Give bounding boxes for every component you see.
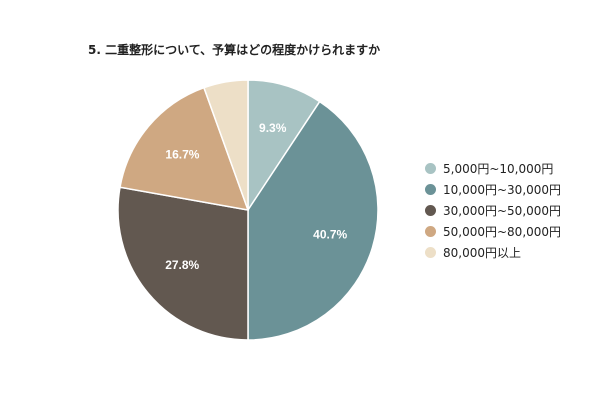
pie-data-labels: 9.3% 40.7% 27.8% 16.7% <box>165 121 347 272</box>
legend-item: 10,000円~30,000円 <box>425 179 561 200</box>
legend-swatch <box>425 163 436 174</box>
legend-item: 5,000円~10,000円 <box>425 158 561 179</box>
legend-label: 5,000円~10,000円 <box>443 162 554 176</box>
chart-legend: 5,000円~10,000円 10,000円~30,000円 30,000円~50,… <box>425 158 561 263</box>
legend-swatch <box>425 205 436 216</box>
pie-slice <box>203 79 249 211</box>
pie-slice <box>117 186 249 341</box>
pie-data-label: 16.7% <box>165 148 199 162</box>
legend-item: 80,000円以上 <box>425 242 561 263</box>
pie-data-label: 9.3% <box>259 121 287 135</box>
legend-label: 30,000円~50,000円 <box>443 204 562 218</box>
legend-item: 30,000円~50,000円 <box>425 200 561 221</box>
pie-data-label: 40.7% <box>313 228 347 242</box>
pie-data-label: 27.8% <box>165 258 199 272</box>
legend-label: 50,000円~80,000円 <box>443 225 562 239</box>
legend-swatch <box>425 184 436 195</box>
legend-swatch <box>425 226 436 237</box>
legend-swatch <box>425 247 436 258</box>
legend-label: 10,000円~30,000円 <box>443 183 562 197</box>
legend-item: 50,000円~80,000円 <box>425 221 561 242</box>
pie-slice <box>247 100 379 341</box>
pie-slice <box>119 86 250 211</box>
chart-title: 5. 二重整形について、予算はどの程度かけられますか <box>88 43 381 57</box>
legend-label: 80,000円以上 <box>443 246 521 260</box>
pie-slices <box>117 79 379 341</box>
